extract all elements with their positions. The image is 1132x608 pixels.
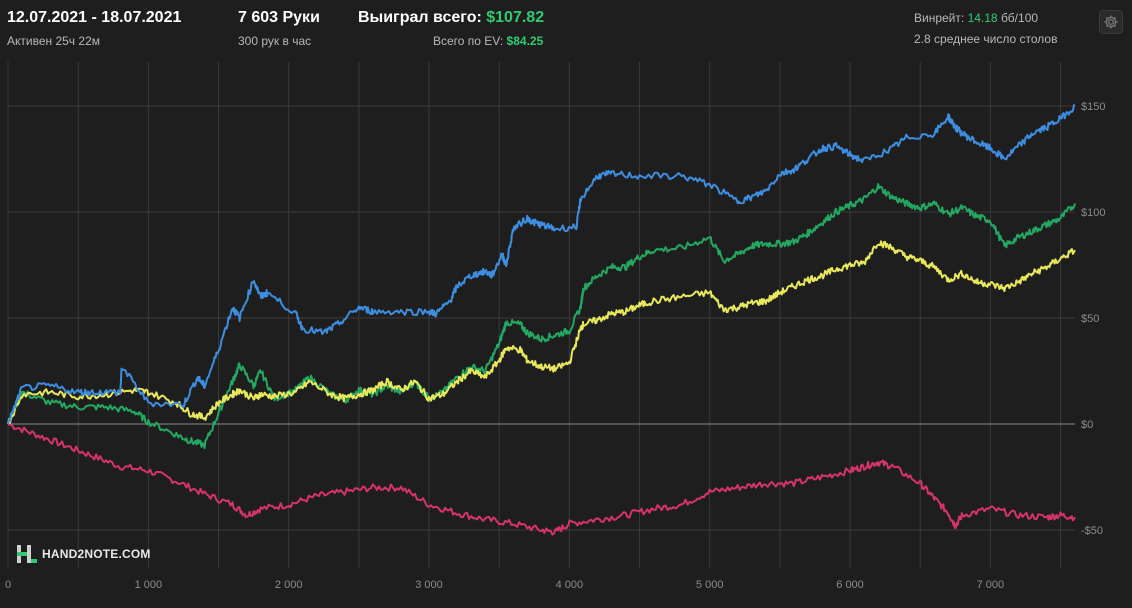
series-line-ev: [7, 240, 1076, 425]
x-tick-label: 0: [5, 579, 11, 591]
winrate: Винрейт: 14.18 бб/100: [914, 11, 1038, 25]
winrate-unit: бб/100: [1000, 11, 1039, 25]
y-axis-ticks: $150 $100 $50 $0 -$50: [1081, 101, 1105, 537]
x-axis-ticks: 0 1 000 2 000 3 000 4 000 5 000 6 000 7 000: [5, 579, 1004, 591]
x-tick-label: 3 000: [415, 579, 443, 591]
logo-text: HAND2NOTE.COM: [42, 547, 151, 561]
active-time: Активен 25ч 22м: [7, 34, 100, 48]
series-lines: [7, 104, 1076, 536]
grid-lines: [7, 62, 1075, 568]
gear-icon: [1104, 15, 1118, 29]
series-line-won: [7, 104, 1076, 425]
x-tick-label: 5 000: [696, 579, 724, 591]
y-tick-label: $100: [1081, 207, 1105, 219]
x-tick-label: 2 000: [275, 579, 303, 591]
ev-total-value: $84.25: [506, 34, 544, 48]
hands-per-hour: 300 рук в час: [238, 34, 312, 48]
avg-tables: 2.8 среднее число столов: [914, 32, 1058, 46]
won-total-label: Выиграл всего:: [358, 9, 482, 26]
ev-total-label: Всего по EV:: [433, 34, 504, 48]
y-tick-label: $0: [1081, 419, 1093, 431]
hands-count: 7 603 Руки: [238, 9, 320, 26]
stats-header: 12.07.2021 - 18.07.2021 7 603 Руки Выигр…: [0, 0, 1132, 56]
series-line-showdown: [7, 183, 1076, 450]
x-tick-label: 4 000: [556, 579, 584, 591]
date-range: 12.07.2021 - 18.07.2021: [7, 9, 182, 26]
hand2note-logo-icon: [17, 545, 37, 563]
x-tick-label: 6 000: [836, 579, 864, 591]
ev-total: Всего по EV: $84.25: [433, 34, 543, 48]
won-total: Выиграл всего: $107.82: [358, 9, 544, 27]
series-line-nonshowdown: [7, 423, 1076, 536]
x-tick-label: 1 000: [135, 579, 163, 591]
brand-logo: HAND2NOTE.COM: [16, 543, 150, 570]
y-tick-label: $150: [1081, 101, 1105, 113]
y-tick-label: -$50: [1081, 525, 1103, 537]
winrate-label: Винрейт:: [914, 11, 965, 25]
y-tick-label: $50: [1081, 313, 1099, 325]
winrate-value: 14.18: [967, 11, 998, 25]
won-total-value: $107.82: [486, 9, 545, 26]
settings-button[interactable]: [1099, 10, 1123, 34]
x-tick-label: 7 000: [977, 579, 1005, 591]
